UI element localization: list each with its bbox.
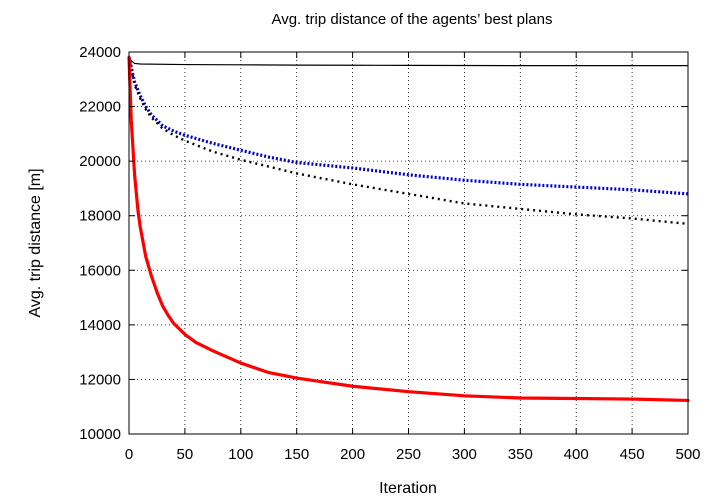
chart-title: Avg. trip distance of the agents’ best p… [271, 11, 552, 28]
series-line-2 [127, 57, 689, 226]
x-tick-label: 250 [396, 446, 421, 463]
x-tick-label: 200 [340, 446, 365, 463]
x-tick-label: 0 [125, 446, 133, 463]
y-tick-labels: 10000 12000 14000 16000 18000 20000 22000 24000 [79, 44, 121, 443]
ticks [128, 51, 689, 435]
y-axis-title: Avg. trip distance [m] [27, 168, 44, 317]
y-tick-label: 20000 [79, 153, 121, 170]
x-tick-label: 350 [508, 446, 533, 463]
y-tick-label: 16000 [79, 262, 121, 279]
x-axis-title: Iteration [379, 480, 437, 497]
y-tick-label: 22000 [79, 99, 121, 116]
x-tick-label: 400 [564, 446, 589, 463]
x-tick-label: 100 [228, 446, 253, 463]
series-group [127, 55, 690, 403]
y-tick-label: 10000 [79, 426, 121, 443]
grid [129, 52, 688, 434]
y-tick-label: 12000 [79, 371, 121, 388]
x-tick-label: 500 [675, 446, 700, 463]
x-tick-label: 150 [284, 446, 309, 463]
series-line-1 [127, 57, 689, 196]
series-line-3 [127, 55, 690, 403]
x-tick-label: 300 [452, 446, 477, 463]
x-tick-label: 450 [620, 446, 645, 463]
x-tick-labels: 0 50 100 150 200 250 300 350 400 450 500 [125, 446, 701, 463]
series-line-0 [128, 58, 688, 67]
y-tick-label: 14000 [79, 317, 121, 334]
y-tick-label: 18000 [79, 208, 121, 225]
x-tick-label: 50 [177, 446, 194, 463]
y-tick-label: 24000 [79, 44, 121, 61]
